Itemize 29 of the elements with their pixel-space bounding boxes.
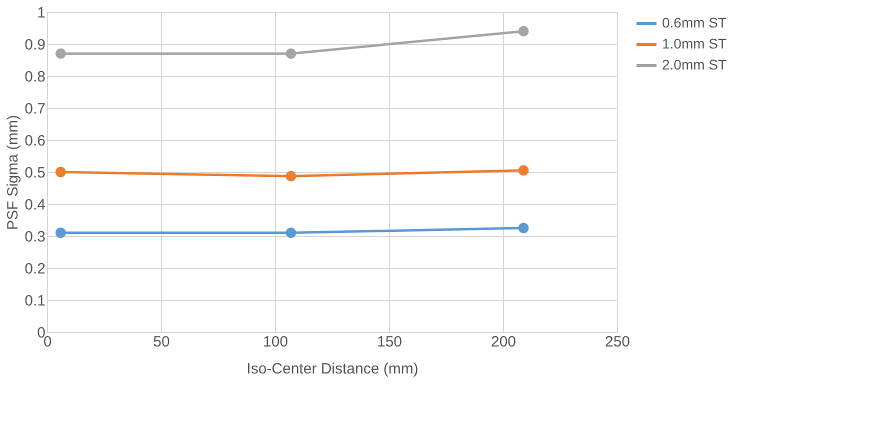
y-tick-label: 0.7 bbox=[24, 100, 46, 118]
y-axis-title: PSF Sigma (mm) bbox=[4, 114, 22, 230]
y-tick-label: 0.5 bbox=[24, 164, 46, 182]
point bbox=[55, 48, 66, 59]
point bbox=[55, 166, 66, 178]
legend-label: 0.6mm ST bbox=[662, 14, 728, 30]
point bbox=[286, 48, 296, 59]
x-tick-label: 100 bbox=[262, 334, 288, 350]
point bbox=[518, 26, 529, 36]
point bbox=[518, 222, 529, 234]
point bbox=[286, 228, 296, 238]
y-tick-label: 0.4 bbox=[24, 196, 46, 214]
point bbox=[55, 228, 66, 238]
y-tick-label: 0.8 bbox=[24, 68, 46, 86]
y-tick-label: 0.2 bbox=[24, 260, 46, 278]
y-tick-label: 1 bbox=[37, 4, 46, 22]
x-tick-label: 50 bbox=[153, 334, 170, 350]
y-tick-label: 0.3 bbox=[24, 228, 46, 246]
y-tick-label: 0.1 bbox=[24, 292, 46, 310]
legend-label: 2.0mm ST bbox=[662, 56, 728, 72]
legend-label: 1.0mm ST bbox=[662, 36, 728, 52]
x-tick-label: 150 bbox=[376, 334, 402, 350]
x-tick-label: 250 bbox=[604, 334, 630, 350]
x-tick-label: 200 bbox=[490, 334, 516, 350]
y-tick-label: 0.6 bbox=[24, 132, 46, 150]
point bbox=[518, 165, 529, 176]
y-tick-label: 0.9 bbox=[24, 36, 46, 54]
point bbox=[286, 170, 296, 182]
x-axis-title: Iso-Center Distance (mm) bbox=[246, 360, 418, 378]
